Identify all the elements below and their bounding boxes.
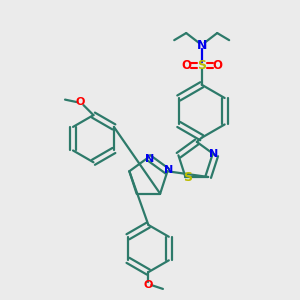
Text: S: S xyxy=(183,172,192,184)
Text: N: N xyxy=(196,39,207,52)
Text: N: N xyxy=(146,154,154,164)
Text: N: N xyxy=(164,165,174,175)
Text: N: N xyxy=(209,149,218,159)
Text: O: O xyxy=(76,97,85,107)
Text: O: O xyxy=(212,59,222,72)
Text: O: O xyxy=(144,280,153,290)
Text: S: S xyxy=(197,59,206,72)
Text: O: O xyxy=(181,59,191,72)
